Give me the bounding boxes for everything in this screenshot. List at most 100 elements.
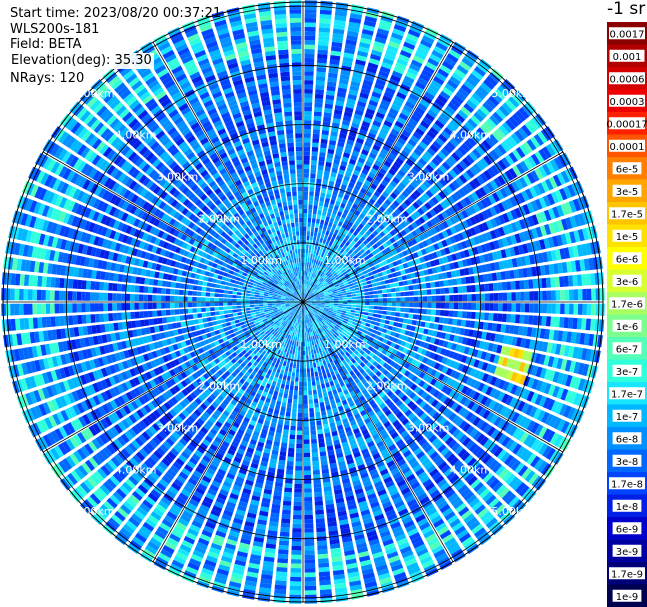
range-gate	[535, 226, 543, 238]
range-gate	[377, 310, 383, 314]
range-gate	[352, 254, 358, 260]
range-gate	[351, 150, 360, 157]
range-gate	[384, 264, 390, 270]
range-gate	[312, 268, 316, 273]
range-gate	[350, 80, 361, 88]
range-gate	[372, 120, 382, 128]
range-gate	[346, 278, 352, 282]
range-gate	[492, 111, 504, 123]
range-gate	[331, 264, 336, 269]
range-gate	[421, 283, 427, 289]
range-gate	[306, 284, 309, 290]
range-gate	[304, 22, 316, 28]
range-gate	[358, 96, 368, 104]
range-gate	[324, 378, 329, 384]
range-gate	[292, 532, 302, 538]
range-gate	[412, 131, 422, 140]
range-gate	[304, 75, 314, 81]
range-gate	[317, 210, 322, 216]
range-gate	[318, 397, 324, 403]
range-gate	[500, 141, 511, 153]
range-gate	[418, 270, 425, 277]
range-gate	[427, 268, 434, 275]
range-gate	[304, 97, 313, 103]
range-gate	[366, 212, 373, 219]
range-gate	[365, 190, 373, 198]
range-gate	[279, 540, 289, 546]
range-gate	[457, 109, 469, 120]
range-gate	[401, 129, 411, 138]
range-gate	[316, 237, 320, 242]
range-gate	[367, 156, 375, 164]
range-gate	[356, 216, 363, 223]
range-gate	[395, 312, 400, 317]
range-gate	[395, 185, 404, 193]
range-gate	[560, 289, 565, 301]
range-gate	[332, 265, 338, 271]
range-gate	[379, 19, 392, 28]
range-gate	[321, 383, 326, 389]
range-gate	[495, 108, 507, 120]
range-gate	[323, 116, 331, 123]
range-gate	[452, 180, 461, 189]
range-gate	[308, 291, 312, 296]
range-gate	[429, 53, 442, 63]
range-gate	[384, 320, 390, 325]
range-gate	[389, 237, 396, 244]
range-gate	[554, 316, 560, 328]
range-gate	[306, 368, 310, 373]
range-gate	[319, 237, 324, 243]
range-gate	[311, 452, 319, 458]
range-gate	[418, 157, 427, 166]
range-gate	[298, 399, 303, 405]
range-gate	[451, 253, 458, 261]
range-gate	[417, 264, 423, 271]
range-gate	[537, 278, 543, 289]
range-gate	[521, 190, 530, 202]
range-gate	[386, 293, 392, 298]
range-gate	[398, 181, 407, 190]
range-gate	[333, 294, 338, 297]
range-gate	[409, 63, 421, 72]
range-gate	[572, 317, 578, 330]
range-gate	[468, 205, 477, 215]
range-gate	[552, 221, 560, 233]
range-gate	[356, 299, 361, 302]
range-gate	[369, 128, 378, 136]
range-gate	[320, 192, 326, 198]
range-gate	[386, 136, 396, 144]
range-gate	[299, 381, 303, 387]
range-gate	[344, 171, 352, 178]
range-gate	[304, 275, 306, 280]
range-gate	[515, 110, 527, 122]
range-gate	[333, 293, 338, 296]
range-gate	[383, 210, 391, 217]
range-gate	[317, 388, 322, 394]
range-gate	[552, 235, 559, 247]
range-gate	[519, 314, 525, 324]
range-gate	[328, 267, 333, 273]
range-gate	[447, 101, 459, 112]
range-gate	[476, 245, 483, 254]
range-gate	[311, 300, 317, 301]
range-gate	[327, 250, 332, 256]
range-gate	[484, 242, 492, 252]
range-gate	[460, 142, 471, 153]
range-gate	[307, 276, 310, 281]
range-gate	[341, 198, 348, 205]
range-gate	[422, 116, 433, 126]
range-gate	[333, 305, 339, 308]
range-gate	[321, 215, 326, 221]
range-gate	[303, 443, 310, 449]
range-gate	[294, 488, 302, 493]
range-gate	[458, 294, 463, 302]
range-gate	[315, 84, 325, 90]
range-gate	[517, 244, 525, 255]
range-gate	[324, 107, 333, 114]
range-gate	[449, 138, 459, 148]
range-gate	[489, 293, 494, 301]
range-gate	[306, 296, 310, 300]
range-gate	[523, 141, 533, 154]
range-gate	[453, 224, 461, 233]
range-gate	[462, 311, 467, 319]
